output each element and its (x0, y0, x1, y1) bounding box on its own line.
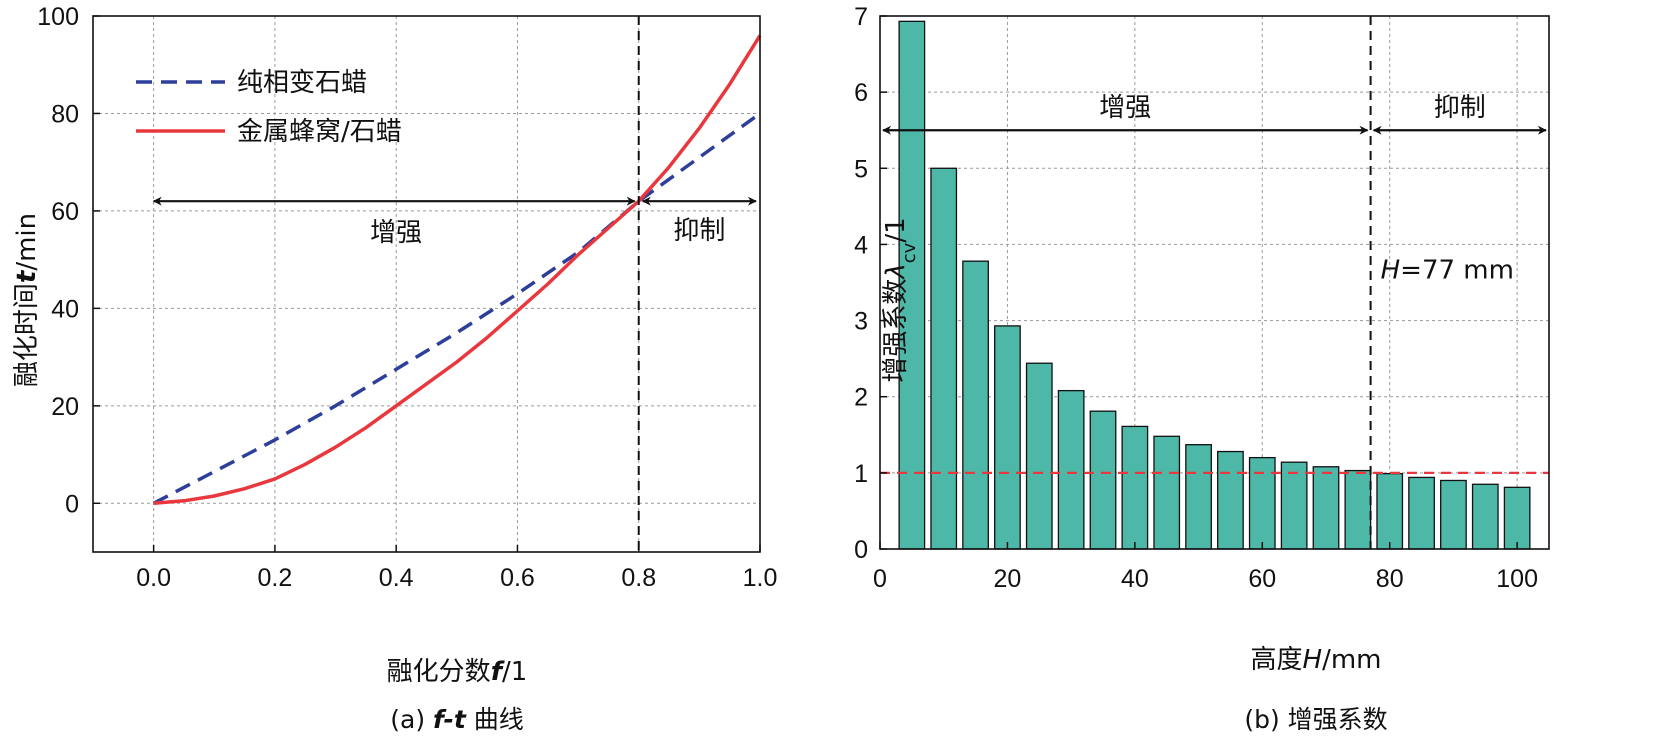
bar (1121, 425, 1149, 550)
y-tick-label: 20 (51, 393, 79, 421)
x-tick-label: 60 (1248, 565, 1276, 593)
bar (1408, 476, 1435, 550)
bar (1312, 466, 1340, 550)
bar (1025, 362, 1053, 550)
y-tick-label: 60 (51, 198, 79, 226)
h-annotation-label: H=77 mm (1381, 256, 1514, 286)
x-tick-label: 20 (994, 565, 1022, 593)
x-tick-label: 40 (1121, 565, 1149, 593)
y-axis-label-b: 增强系数λcv/1 (881, 217, 920, 382)
caption-b: (b) 增强系数 (1244, 705, 1387, 734)
x-tick-label: 0.6 (500, 564, 535, 592)
bar (1153, 435, 1181, 550)
series-line-honeycomb (153, 34, 762, 506)
grid-a (93, 15, 761, 552)
annotations-a: 增强 抑制 (152, 16, 757, 552)
bar (1185, 444, 1212, 550)
y-tick-label: 7 (854, 3, 868, 31)
bar (1089, 410, 1117, 550)
bar (1344, 469, 1372, 550)
y-tick-label: 4 (854, 231, 868, 259)
bar (1503, 486, 1531, 550)
annotations-b: 增强 抑制 H=77 mm (880, 16, 1549, 549)
y-axis-label-a: 融化时间t/min (12, 213, 42, 387)
bar (898, 20, 926, 550)
y-tick-label: 3 (854, 308, 868, 336)
bars-b (898, 20, 1531, 550)
y-tick-label: 80 (51, 100, 79, 128)
x-tick-label: 0.2 (258, 564, 293, 592)
x-tick-label: 0.8 (621, 564, 656, 592)
x-axis-label-b: 高度H/mm (1251, 645, 1382, 675)
bar (994, 325, 1021, 550)
x-tick-label: 0 (873, 565, 887, 593)
x-tick-label: 80 (1376, 565, 1404, 593)
bar (1376, 472, 1404, 550)
legend-label-honeycomb: 金属蜂窝/石蜡 (237, 117, 402, 147)
y-tick-label: 5 (854, 155, 868, 183)
suppress-label-b: 抑制 (1434, 93, 1486, 123)
y-tick-label: 1 (854, 460, 868, 488)
legend-label-pure-paraffin: 纯相变石蜡 (237, 68, 367, 98)
x-tick-label: 0.0 (136, 564, 171, 592)
ticks-b: 0 20 40 60 80 100 0 1 2 3 4 5 6 7 (854, 3, 1538, 593)
y-tick-label: 100 (37, 3, 79, 31)
bar (1217, 450, 1244, 550)
enhance-label-b: 增强 (1099, 93, 1151, 123)
y-tick-label: 40 (51, 295, 79, 323)
caption-a: (a) f-t 曲线 (390, 705, 524, 734)
x-tick-label: 1.0 (743, 564, 778, 592)
enhance-label-a: 增强 (370, 218, 422, 248)
chart-a: 增强 抑制 0.0 0.2 0.4 0.6 0.8 1.0 0 20 40 60 80 100 纯相变石… (12, 3, 777, 734)
y-tick-label: 0 (854, 536, 868, 564)
bar (1280, 461, 1308, 550)
bar (1471, 483, 1499, 550)
bar (1440, 479, 1467, 550)
bar (1057, 389, 1085, 550)
legend-a: 纯相变石蜡 金属蜂窝/石蜡 (136, 68, 402, 147)
x-tick-label: 100 (1496, 565, 1538, 593)
y-tick-label: 2 (854, 384, 868, 412)
suppress-label-a: 抑制 (673, 216, 725, 246)
x-tick-label: 0.4 (379, 564, 414, 592)
series-line-pure-paraffin (152, 112, 762, 505)
y-tick-label: 0 (65, 490, 79, 518)
x-axis-label-a: 融化分数f/1 (387, 657, 528, 687)
bar (1248, 456, 1276, 550)
series-a (152, 34, 762, 506)
y-tick-label: 6 (854, 79, 868, 107)
h-annotation-symbol: H (1381, 256, 1401, 286)
plot-frame-b (879, 15, 1550, 550)
plot-frame-a (92, 15, 761, 553)
bar (930, 167, 958, 550)
h-annotation-value: =77 mm (1400, 256, 1514, 286)
bar (962, 260, 989, 550)
ticks-a: 0.0 0.2 0.4 0.6 0.8 1.0 0 20 40 60 80 100 (37, 3, 777, 592)
